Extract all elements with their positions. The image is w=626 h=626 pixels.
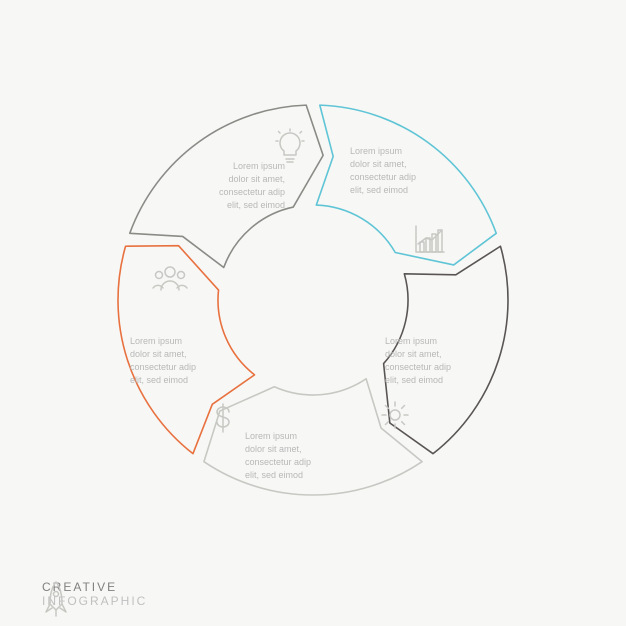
infographic-canvas: { "type": "circular-arrow-infographic", …	[0, 0, 626, 626]
seg-finance-text: Lorem ipsumdolor sit amet,consectetur ad…	[245, 430, 355, 482]
rocket-icon	[42, 580, 70, 620]
dollar-icon	[217, 404, 229, 432]
seg-ideas-text: Lorem ipsumdolor sit amet,consectetur ad…	[175, 160, 285, 212]
circular-diagram	[0, 0, 626, 626]
footer: CREATIVE INFOGRAPHIC	[42, 580, 147, 608]
people-icon	[153, 267, 187, 290]
gear-icon	[382, 402, 408, 428]
chart-icon	[416, 226, 444, 252]
seg-team-text: Lorem ipsumdolor sit amet,consectetur ad…	[130, 335, 240, 387]
lightbulb-icon	[276, 129, 304, 162]
seg-settings-text: Lorem ipsumdolor sit amet,consectetur ad…	[385, 335, 495, 387]
seg-analytics-text: Lorem ipsumdolor sit amet,consectetur ad…	[350, 145, 460, 197]
